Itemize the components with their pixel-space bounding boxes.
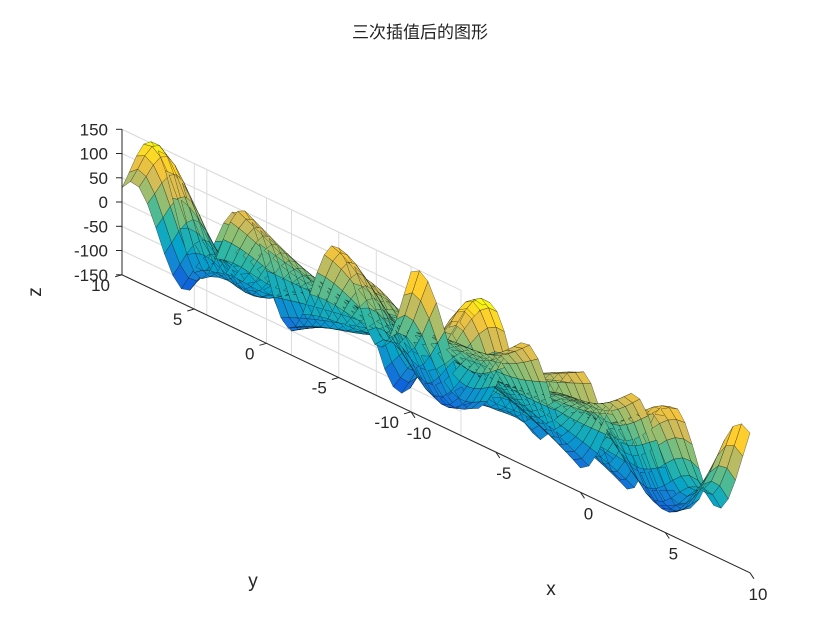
surface-patch [734,423,751,457]
y-tick-label: -10 [374,413,399,432]
chart-title: 三次插值后的图形 [352,23,488,43]
x-tick-mark [749,572,755,580]
x-tick-label: -10 [407,424,432,443]
x-tick-mark [664,532,670,539]
surface-mesh [121,141,751,513]
y-tick-mark [187,308,195,312]
z-tick-label: -50 [83,217,108,236]
x-axis-label: x [546,579,556,600]
x-tick-label: 5 [669,545,678,564]
x-tick-label: -5 [496,464,511,483]
x-tick-mark [580,492,585,499]
x-tick-label: 0 [584,504,593,523]
y-tick-mark [259,342,267,346]
z-tick-label: 0 [99,193,108,212]
y-tick-label: 5 [173,310,182,329]
axis-lines [114,128,755,580]
z-tick-label: -100 [74,242,108,261]
x-tick-mark [410,411,416,419]
z-tick-label: -150 [74,266,108,285]
y-axis-label: y [248,571,258,592]
y-tick-label: -5 [312,379,327,398]
y-tick-label: 10 [91,276,110,295]
z-tick-label: 100 [80,145,108,164]
z-axis-label: z [25,287,46,297]
y-tick-mark [403,411,412,415]
z-tick-label: 150 [80,120,108,139]
left-gridline [121,128,412,267]
y-tick-mark [331,377,339,380]
y-tick-label: 0 [245,344,254,363]
x-tick-mark [495,451,501,459]
left-gridline [121,250,412,388]
x-tick-label: 10 [749,585,768,604]
z-tick-label: 50 [89,169,108,188]
